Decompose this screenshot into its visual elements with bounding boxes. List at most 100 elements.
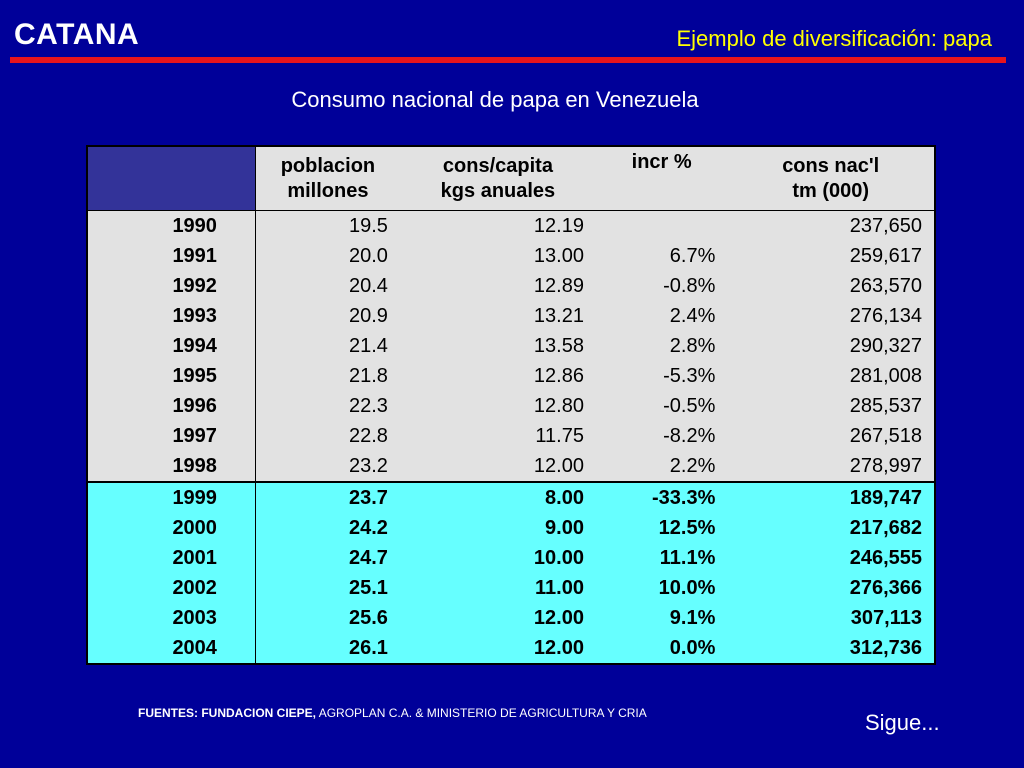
incr-cell: 10.0% <box>595 573 728 603</box>
header-corner-cell <box>87 146 256 211</box>
poblacion-cell: 21.4 <box>255 331 400 361</box>
incr-cell: -0.8% <box>595 271 728 301</box>
cons-capita-cell: 11.75 <box>399 421 596 451</box>
cons-nac-cell: 246,555 <box>727 543 935 573</box>
incr-cell: 2.2% <box>595 451 728 482</box>
incr-cell: 9.1% <box>595 603 728 633</box>
table-row: 2002 25.1 11.00 10.0% 276,366 <box>87 573 935 603</box>
incr-cell: -8.2% <box>595 421 728 451</box>
poblacion-cell: 20.4 <box>255 271 400 301</box>
poblacion-cell: 21.8 <box>255 361 400 391</box>
cons-capita-cell: 13.21 <box>399 301 596 331</box>
incr-cell: -5.3% <box>595 361 728 391</box>
year-cell: 1996 <box>87 391 256 421</box>
cons-nac-cell: 237,650 <box>727 210 935 241</box>
header-cons-nac: cons nac'l tm (000) <box>727 146 935 211</box>
header-cons-capita-line1: cons/capita <box>442 154 553 177</box>
cons-capita-cell: 13.00 <box>399 241 596 271</box>
poblacion-cell: 25.6 <box>255 603 400 633</box>
cons-nac-cell: 278,997 <box>727 451 935 482</box>
year-cell: 1997 <box>87 421 256 451</box>
poblacion-cell: 23.2 <box>255 451 400 482</box>
year-cell: 2001 <box>87 543 256 573</box>
cons-capita-cell: 12.80 <box>399 391 596 421</box>
header-poblacion-line2: millones <box>287 179 369 202</box>
cons-capita-cell: 12.86 <box>399 361 596 391</box>
next-link[interactable]: Sigue... <box>865 710 940 735</box>
poblacion-cell: 20.0 <box>255 241 400 271</box>
poblacion-cell: 24.2 <box>255 513 400 543</box>
cons-nac-cell: 259,617 <box>727 241 935 271</box>
header-cons-capita: cons/capita kgs anuales <box>399 146 596 211</box>
cons-capita-cell: 9.00 <box>399 513 596 543</box>
header-cons-nac-line2: tm (000) <box>792 179 870 202</box>
cons-capita-cell: 12.89 <box>399 271 596 301</box>
incr-cell: 6.7% <box>595 241 728 271</box>
cons-capita-cell: 12.00 <box>399 451 596 482</box>
table-row: 1994 21.4 13.58 2.8% 290,327 <box>87 331 935 361</box>
poblacion-cell: 23.7 <box>255 481 400 513</box>
table-row: 2001 24.7 10.00 11.1% 246,555 <box>87 543 935 573</box>
poblacion-cell: 24.7 <box>255 543 400 573</box>
table-row: 1998 23.2 12.00 2.2% 278,997 <box>87 451 935 482</box>
cons-capita-cell: 11.00 <box>399 573 596 603</box>
year-cell: 1993 <box>87 301 256 331</box>
poblacion-cell: 26.1 <box>255 633 400 664</box>
poblacion-cell: 20.9 <box>255 301 400 331</box>
year-cell: 1994 <box>87 331 256 361</box>
table-row: 1991 20.0 13.00 6.7% 259,617 <box>87 241 935 271</box>
year-cell: 1992 <box>87 271 256 301</box>
table-row: 1996 22.3 12.80 -0.5% 285,537 <box>87 391 935 421</box>
historical-rows: 1990 19.5 12.19 237,650 1991 20.0 13.00 6.7% 259… <box>87 210 935 482</box>
incr-cell: 2.4% <box>595 301 728 331</box>
year-cell: 2000 <box>87 513 256 543</box>
cons-capita-cell: 12.00 <box>399 633 596 664</box>
year-cell: 2003 <box>87 603 256 633</box>
incr-cell: 11.1% <box>595 543 728 573</box>
table-row: 1990 19.5 12.19 237,650 <box>87 210 935 241</box>
cons-nac-cell: 217,682 <box>727 513 935 543</box>
cons-capita-cell: 13.58 <box>399 331 596 361</box>
sources-note: FUENTES: FUNDACION CIEPE, AGROPLAN C.A. … <box>138 706 647 720</box>
table-row: 1993 20.9 13.21 2.4% 276,134 <box>87 301 935 331</box>
table-row: 1995 21.8 12.86 -5.3% 281,008 <box>87 361 935 391</box>
cons-nac-cell: 281,008 <box>727 361 935 391</box>
cons-nac-cell: 189,747 <box>727 481 935 513</box>
year-cell: 1990 <box>87 210 256 241</box>
year-cell: 2002 <box>87 573 256 603</box>
cons-nac-cell: 267,518 <box>727 421 935 451</box>
header-cons-nac-line1: cons nac'l <box>782 154 880 177</box>
header-poblacion-line1: poblacion <box>280 154 376 177</box>
cons-nac-cell: 312,736 <box>727 633 935 664</box>
cons-capita-cell: 8.00 <box>399 481 596 513</box>
table-row: 2004 26.1 12.00 0.0% 312,736 <box>87 633 935 664</box>
table-row: 2003 25.6 12.00 9.1% 307,113 <box>87 603 935 633</box>
sources-rest: AGROPLAN C.A. & MINISTERIO DE AGRICULTUR… <box>316 706 647 720</box>
header-incr: incr % <box>595 146 728 211</box>
cons-nac-cell: 290,327 <box>727 331 935 361</box>
table-row: 1992 20.4 12.89 -0.8% 263,570 <box>87 271 935 301</box>
incr-cell: 0.0% <box>595 633 728 664</box>
slide-title: Consumo nacional de papa en Venezuela <box>291 87 699 112</box>
poblacion-cell: 25.1 <box>255 573 400 603</box>
incr-cell: -33.3% <box>595 481 728 513</box>
incr-cell: 12.5% <box>595 513 728 543</box>
projected-rows: 1999 23.7 8.00 -33.3% 189,747 2000 24.2 9.00 12.… <box>87 481 935 664</box>
cons-nac-cell: 307,113 <box>727 603 935 633</box>
header-divider <box>10 57 1006 63</box>
sources-bold: FUENTES: FUNDACION CIEPE, <box>138 706 317 720</box>
brand-title: CATANA <box>14 18 140 51</box>
year-cell: 2004 <box>87 633 256 664</box>
table-row: 1997 22.8 11.75 -8.2% 267,518 <box>87 421 935 451</box>
cons-nac-cell: 276,366 <box>727 573 935 603</box>
cons-capita-cell: 12.19 <box>399 210 596 241</box>
year-cell: 1995 <box>87 361 256 391</box>
incr-cell: 2.8% <box>595 331 728 361</box>
cons-capita-cell: 10.00 <box>399 543 596 573</box>
header-poblacion: poblacion millones <box>255 146 400 211</box>
poblacion-cell: 22.8 <box>255 421 400 451</box>
year-cell: 1999 <box>87 481 256 513</box>
cons-nac-cell: 263,570 <box>727 271 935 301</box>
poblacion-cell: 22.3 <box>255 391 400 421</box>
incr-cell: -0.5% <box>595 391 728 421</box>
